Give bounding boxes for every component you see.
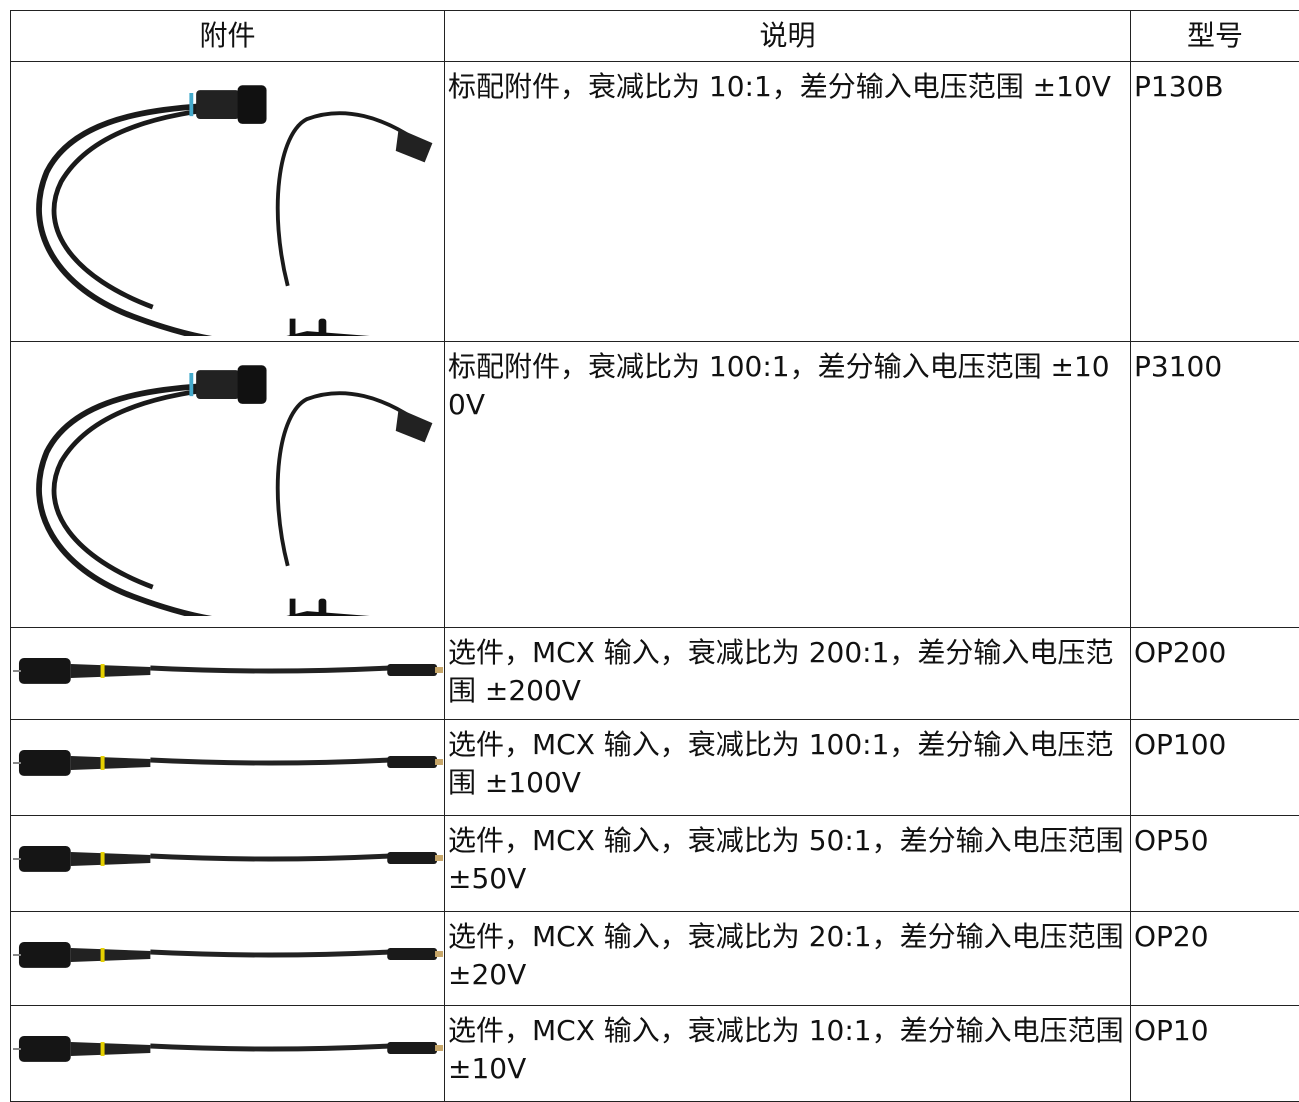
model-cell: OP10 xyxy=(1130,1005,1299,1102)
table-row: 选件，MCX 输入，衰减比为 50:1，差分输入电压范围 ±50V OP50 xyxy=(10,815,1299,912)
description-cell: 选件，MCX 输入，衰减比为 100:1，差分输入电压范围 ±100V xyxy=(444,719,1131,816)
cable-image xyxy=(11,740,443,784)
description-cell: 标配附件，衰减比为 100:1，差分输入电压范围 ±100V xyxy=(444,341,1131,628)
model-cell: OP200 xyxy=(1130,627,1299,720)
table-row: 标配附件，衰减比为 10:1，差分输入电压范围 ±10V P130B xyxy=(10,61,1299,342)
table-row: 选件，MCX 输入，衰减比为 200:1，差分输入电压范围 ±200V OP200 xyxy=(10,627,1299,720)
table-body: 标配附件，衰减比为 10:1，差分输入电压范围 ±10V P130B 标配附件，衰减… xyxy=(10,61,1299,1102)
header-cell: 附件 xyxy=(10,10,445,62)
image-cell xyxy=(10,719,445,816)
table-row: 选件，MCX 输入，衰减比为 20:1，差分输入电压范围 ±20V OP20 xyxy=(10,911,1299,1006)
cable-image xyxy=(11,648,443,692)
probe-image xyxy=(11,66,443,336)
description-cell: 选件，MCX 输入，衰减比为 50:1，差分输入电压范围 ±50V xyxy=(444,815,1131,912)
model-cell: P3100 xyxy=(1130,341,1299,628)
model-cell: OP100 xyxy=(1130,719,1299,816)
image-cell xyxy=(10,341,445,628)
header-cell: 型号 xyxy=(1130,10,1299,62)
probe-image xyxy=(11,346,443,616)
image-cell xyxy=(10,1005,445,1102)
header-cell: 说明 xyxy=(444,10,1131,62)
table-row: 选件，MCX 输入，衰减比为 10:1，差分输入电压范围 ±10V OP10 xyxy=(10,1005,1299,1102)
description-cell: 标配附件，衰减比为 10:1，差分输入电压范围 ±10V xyxy=(444,61,1131,342)
model-cell: OP20 xyxy=(1130,911,1299,1006)
accessory-table: 附件 说明 型号 标配附件，衰减比为 10:1，差分输入电压范围 ±10V P13… xyxy=(10,10,1299,1102)
description-cell: 选件，MCX 输入，衰减比为 20:1，差分输入电压范围 ±20V xyxy=(444,911,1131,1006)
image-cell xyxy=(10,627,445,720)
cable-image xyxy=(11,836,443,880)
image-cell xyxy=(10,911,445,1006)
cable-image xyxy=(11,932,443,976)
table-row: 选件，MCX 输入，衰减比为 100:1，差分输入电压范围 ±100V OP100 xyxy=(10,719,1299,816)
description-cell: 选件，MCX 输入，衰减比为 200:1，差分输入电压范围 ±200V xyxy=(444,627,1131,720)
header-row: 附件 说明 型号 xyxy=(10,10,1299,62)
model-cell: P130B xyxy=(1130,61,1299,342)
model-cell: OP50 xyxy=(1130,815,1299,912)
description-cell: 选件，MCX 输入，衰减比为 10:1，差分输入电压范围 ±10V xyxy=(444,1005,1131,1102)
image-cell xyxy=(10,61,445,342)
cable-image xyxy=(11,1026,443,1070)
image-cell xyxy=(10,815,445,912)
table-row: 标配附件，衰减比为 100:1，差分输入电压范围 ±100V P3100 xyxy=(10,341,1299,628)
